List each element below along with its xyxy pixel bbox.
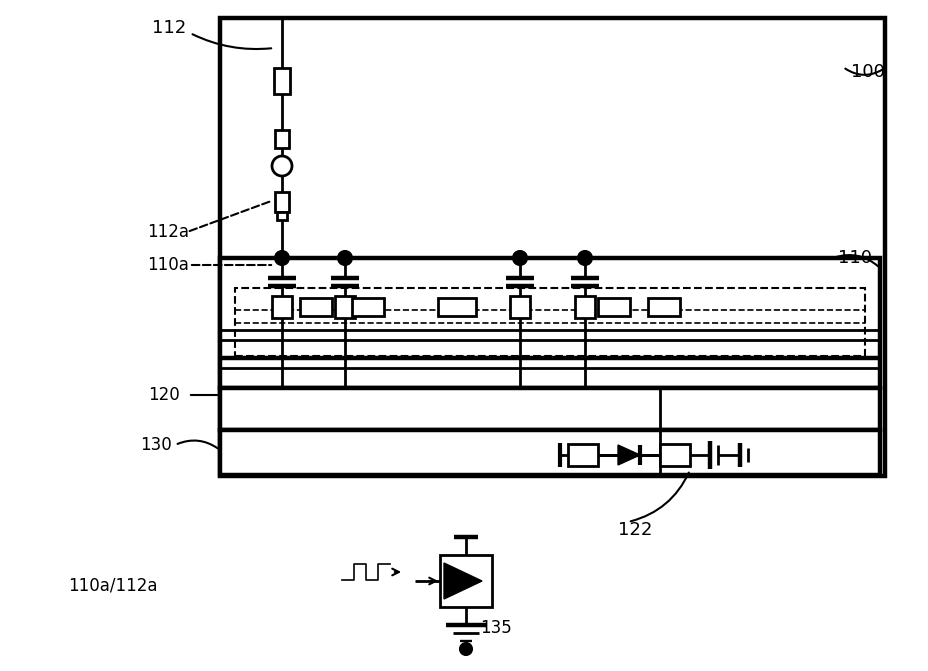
Circle shape xyxy=(275,251,289,265)
Bar xyxy=(437,298,475,316)
Bar xyxy=(220,430,879,475)
Text: 112a: 112a xyxy=(147,223,188,241)
Bar xyxy=(300,298,331,316)
Polygon shape xyxy=(444,563,482,599)
Polygon shape xyxy=(617,445,639,465)
Bar xyxy=(335,296,354,318)
Bar xyxy=(352,298,383,316)
Text: 110a: 110a xyxy=(147,256,188,274)
Bar xyxy=(659,444,690,466)
Bar xyxy=(509,296,530,318)
Text: 100: 100 xyxy=(850,63,884,81)
Bar xyxy=(277,212,287,220)
Bar xyxy=(648,298,679,316)
Bar xyxy=(272,296,291,318)
Bar xyxy=(440,555,492,607)
Text: 135: 135 xyxy=(480,619,511,637)
Circle shape xyxy=(459,643,471,655)
Text: 110a/112a: 110a/112a xyxy=(68,576,158,594)
Circle shape xyxy=(272,156,291,176)
Circle shape xyxy=(338,251,352,265)
Bar xyxy=(275,130,289,148)
Circle shape xyxy=(512,251,526,265)
Text: 130: 130 xyxy=(140,436,172,454)
Circle shape xyxy=(577,251,591,265)
Bar xyxy=(220,18,884,476)
Bar xyxy=(274,68,290,94)
Text: 110: 110 xyxy=(837,249,871,267)
Bar xyxy=(220,388,879,430)
Text: 120: 120 xyxy=(148,386,179,404)
Bar xyxy=(275,192,289,212)
Bar xyxy=(598,298,629,316)
Text: 122: 122 xyxy=(617,521,651,539)
Bar xyxy=(574,296,594,318)
Bar xyxy=(567,444,598,466)
Bar xyxy=(220,258,879,388)
Text: 112: 112 xyxy=(152,19,186,37)
Bar xyxy=(235,288,864,356)
